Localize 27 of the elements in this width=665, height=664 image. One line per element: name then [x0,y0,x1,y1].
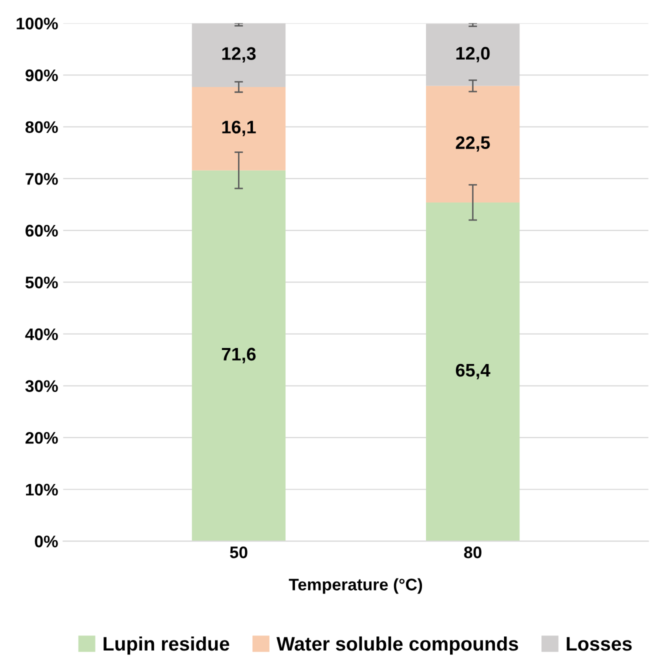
legend-label: Losses [566,637,632,651]
data-label: 71,6 [222,348,256,364]
x-axis-title: Temperature (°C) [288,578,422,594]
data-label: 22,5 [456,136,490,152]
x-tick-label: 50 [230,546,248,558]
y-tick-label: 50% [25,276,58,288]
y-tick-label: 70% [26,173,58,185]
y-tick-label: 60% [26,224,58,237]
y-tick-label: 30% [25,380,58,392]
y-tick-label: 90% [26,69,58,82]
data-label: 12,3 [222,47,256,63]
legend-label: Lupin residue [104,636,230,655]
data-label: 12,0 [456,46,490,62]
y-tick-label: 10% [26,484,58,496]
x-tick-label: 80 [464,546,482,558]
bar [426,202,520,542]
bar [192,86,286,170]
bar [426,86,520,202]
y-tick-label: 40% [25,328,58,340]
data-label: 16,1 [222,120,256,136]
data-label: 65,4 [456,364,490,380]
y-tick-label: 20% [26,432,58,444]
bar [192,170,286,542]
y-tick-label: 100% [16,18,58,30]
y-tick-label: 0% [34,536,58,548]
y-tick-label: 80% [25,121,58,134]
legend-label: Water soluble compounds [276,636,518,655]
